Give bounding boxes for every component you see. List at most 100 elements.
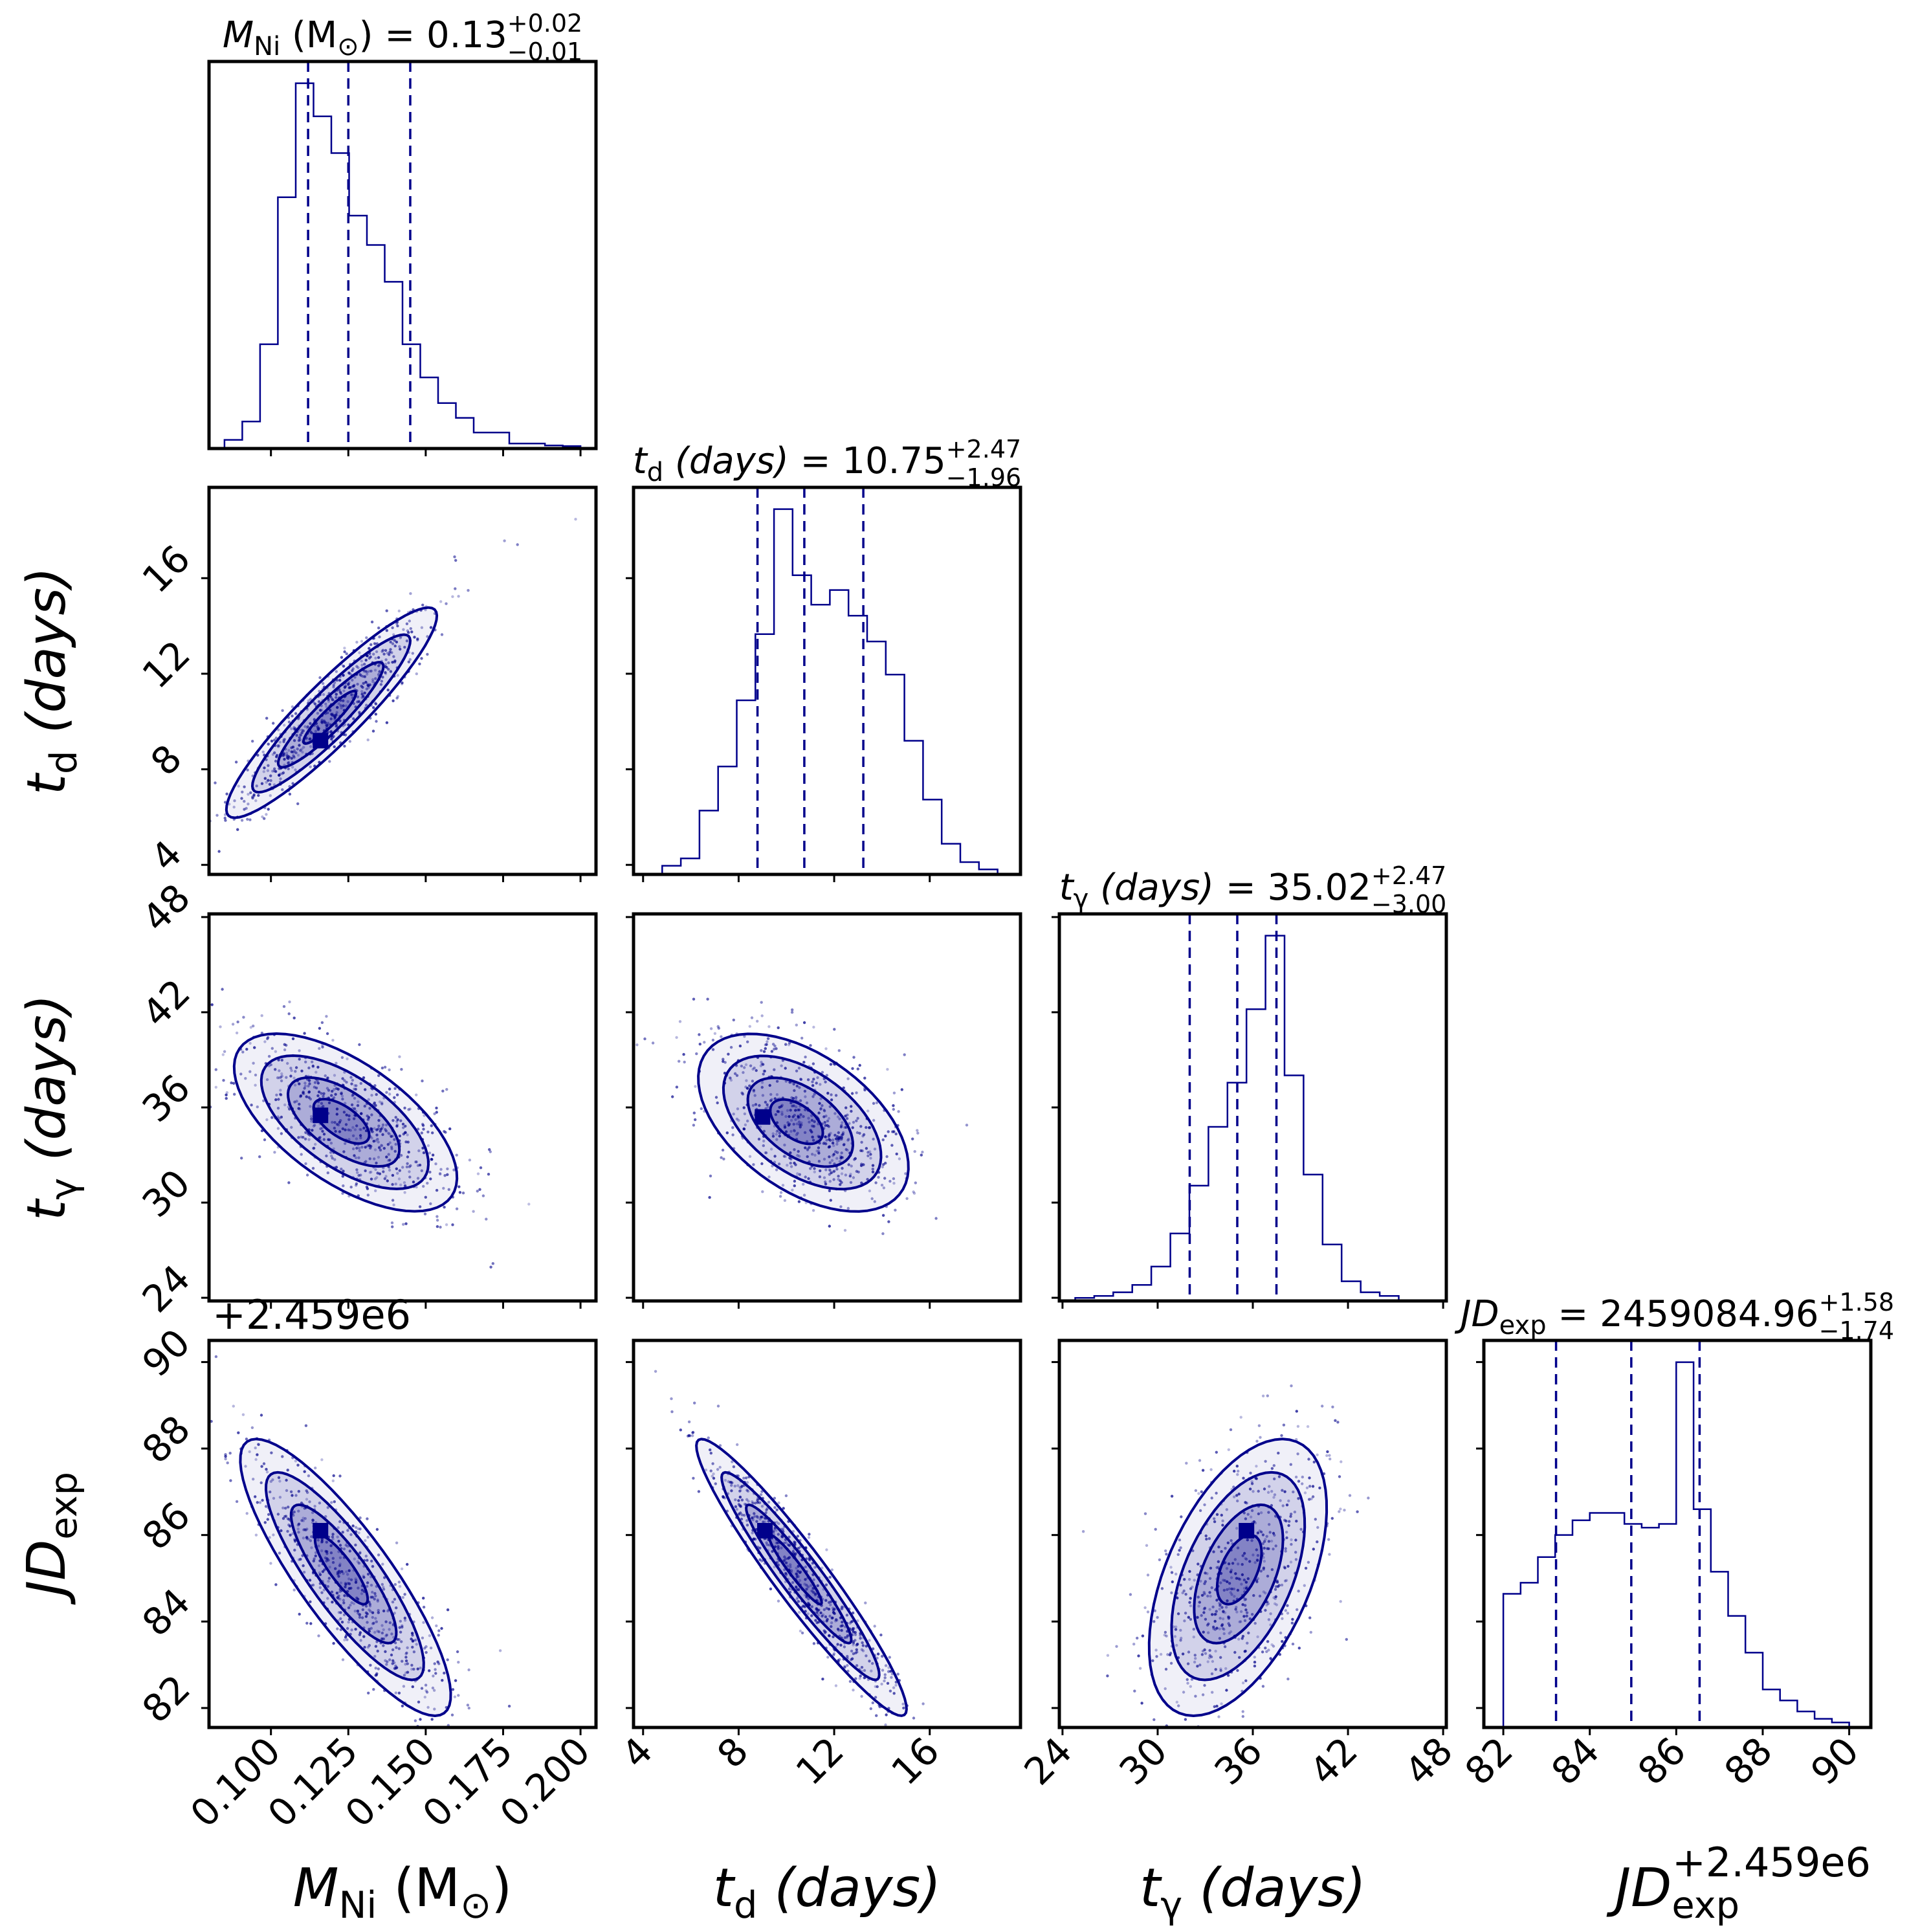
sample-point [821,1614,824,1618]
sample-point [257,1443,260,1447]
sample-point [762,1520,765,1524]
sample-point [318,709,322,712]
sample-point [351,1126,355,1129]
sample-point [1265,1535,1268,1538]
sample-point [737,1512,741,1516]
sample-point [236,828,239,831]
sample-point [766,1105,769,1109]
sample-point [797,1149,800,1153]
sample-point [377,1146,381,1149]
sample-point [294,1460,298,1463]
sample-point [1229,1570,1233,1573]
sample-point [863,1076,866,1080]
sample-point [828,1634,831,1638]
sample-point [1153,1620,1156,1623]
sample-point [773,1155,777,1158]
sample-point [860,1140,863,1144]
sample-point [1270,1643,1274,1647]
sample-point [797,1108,801,1112]
sample-point [294,712,298,715]
sample-point [880,1682,883,1686]
sample-point [751,1080,755,1083]
sample-point [366,1187,370,1190]
sample-point [417,1149,421,1153]
sample-point [791,1008,794,1012]
sample-point [430,1124,433,1127]
sample-point [405,622,409,625]
sample-point [294,1070,297,1073]
sample-point [393,639,396,642]
sample-point [281,754,285,757]
sample-point [692,1476,695,1480]
sample-point [894,1208,897,1212]
sample-point [279,1089,282,1092]
sample-point [760,1060,763,1064]
sample-point [1264,1538,1267,1541]
sample-point [370,1170,373,1174]
sample-point [822,1108,826,1112]
sample-point [265,716,269,720]
sample-point [1146,1610,1150,1614]
sample-point [406,1662,409,1665]
sample-point [451,595,454,598]
sample-point [824,1630,827,1634]
sample-point [303,725,307,728]
sample-point [376,1649,379,1653]
x-tick-label: 88 [1716,1729,1781,1793]
sample-point [1207,1631,1210,1634]
sample-point [334,1093,337,1096]
sample-point [1289,1515,1292,1518]
sample-point [420,1169,423,1173]
sample-point [467,1668,470,1672]
y-tick-label: 12 [134,632,199,697]
sample-point [412,1181,415,1184]
sample-point [320,1540,324,1544]
sample-point [406,1162,409,1166]
sample-point [1303,1491,1307,1494]
sample-point [344,685,348,688]
sample-point [334,1129,337,1133]
axes-frame [207,485,598,876]
sample-point [1141,1634,1145,1638]
sample-point [1221,1617,1225,1621]
sample-point [298,1082,301,1085]
sample-point [307,1066,311,1070]
sample-point [749,1064,753,1067]
sample-point [386,1660,389,1663]
sample-point [288,792,292,796]
sample-point [764,1151,767,1155]
sample-point [411,652,414,655]
sample-point [355,1084,358,1087]
sample-point [365,704,368,707]
panel-tg-vs-JD [1057,1338,1448,1729]
sample-point [348,1114,351,1118]
sample-point [329,729,333,733]
sample-point [260,1465,263,1468]
sample-point [325,1154,328,1158]
sample-point [350,1628,353,1632]
sample-point [822,1157,826,1161]
sample-point [446,1173,449,1177]
sample-point [1236,1546,1240,1549]
x-tick-label: 16 [883,1729,947,1793]
sample-point [309,698,313,701]
sample-point [309,1622,313,1625]
sample-point [230,1081,233,1085]
sample-point [225,1093,228,1096]
sample-point [836,1115,840,1118]
sample-point [784,1541,788,1544]
sample-point [361,674,365,678]
sample-point [311,1583,315,1587]
sample-point [780,1546,783,1549]
sample-point [311,1511,314,1515]
y-tick-label: 48 [134,876,199,940]
sample-point [338,1590,342,1593]
sample-point [399,1630,403,1634]
sample-point [423,1695,426,1699]
sample-point [245,806,248,810]
sample-point [839,1205,843,1208]
sample-point [736,1484,740,1487]
sample-point [695,1052,698,1056]
sample-point [424,1195,427,1199]
sample-point [1179,1639,1182,1642]
